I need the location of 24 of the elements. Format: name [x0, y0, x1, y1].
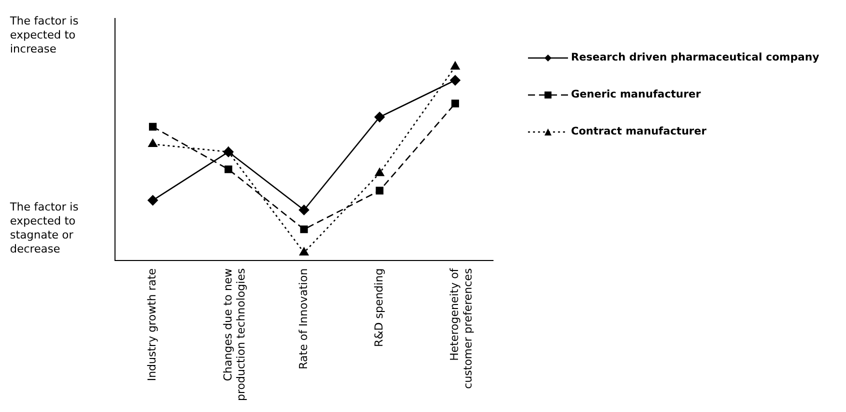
x-tick-label: Industry growth rate [146, 268, 159, 382]
point [224, 165, 232, 174]
point [450, 75, 460, 86]
point [375, 168, 384, 176]
point [299, 247, 309, 256]
point [148, 122, 157, 131]
point [148, 195, 158, 206]
x-tick-label: Changes due to new production technologies [221, 268, 248, 401]
point [298, 204, 310, 216]
point [223, 146, 234, 158]
point [374, 112, 385, 122]
x-tick-label: Rate of Innovation [296, 268, 310, 370]
point [451, 100, 460, 108]
legend-label: Generic manufacturer [571, 88, 702, 101]
text: The factor is expected to stagnate or decrease [9, 200, 79, 256]
point [376, 186, 384, 194]
point [300, 226, 308, 234]
legend-label: Research driven pharmaceutical company [571, 52, 820, 64]
x-tick-label: Heterogeneity of customer preferences [448, 267, 474, 389]
point [148, 139, 158, 148]
legend-label: Contract manufacturer [571, 126, 708, 138]
x-tick-label: R&D spending [372, 268, 386, 347]
text: The factor is expected to increase [9, 14, 79, 56]
point [450, 62, 460, 70]
